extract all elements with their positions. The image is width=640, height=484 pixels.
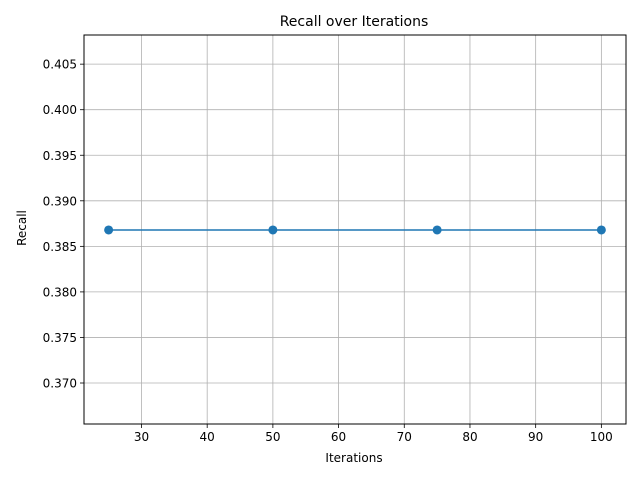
- x-tick-label: 40: [200, 430, 215, 444]
- plot-area-frame: [83, 34, 627, 425]
- y-tick-label: 0.380: [43, 285, 77, 299]
- x-tick-label: 80: [462, 430, 477, 444]
- data-point: [596, 225, 606, 235]
- x-axis-ticks: 30 40 50 60 70 80 90 100: [134, 424, 613, 444]
- y-tick-label: 0.375: [43, 331, 77, 345]
- x-tick-label: 90: [528, 430, 543, 444]
- y-tick-label: 0.370: [43, 377, 77, 391]
- x-tick-label: 30: [134, 430, 149, 444]
- y-tick-label: 0.405: [43, 58, 77, 72]
- x-axis-label: Iterations: [325, 451, 382, 465]
- x-tick-label: 70: [397, 430, 412, 444]
- chart-title: Recall over Iterations: [280, 14, 429, 30]
- y-tick-label: 0.395: [43, 149, 77, 163]
- y-axis-ticks: 0.370 0.375 0.380 0.385 0.390 0.395 0.400 0.405: [43, 58, 84, 391]
- series-layer: [104, 225, 606, 235]
- x-tick-label: 50: [265, 430, 280, 444]
- y-tick-label: 0.385: [43, 240, 77, 254]
- x-tick-label: 100: [590, 430, 613, 444]
- y-tick-label: 0.400: [43, 103, 77, 117]
- data-point: [268, 225, 278, 235]
- y-axis-label: Recall: [15, 210, 29, 246]
- x-tick-label: 60: [331, 430, 346, 444]
- data-point: [432, 225, 442, 235]
- y-tick-label: 0.390: [43, 194, 77, 208]
- data-point: [104, 225, 114, 235]
